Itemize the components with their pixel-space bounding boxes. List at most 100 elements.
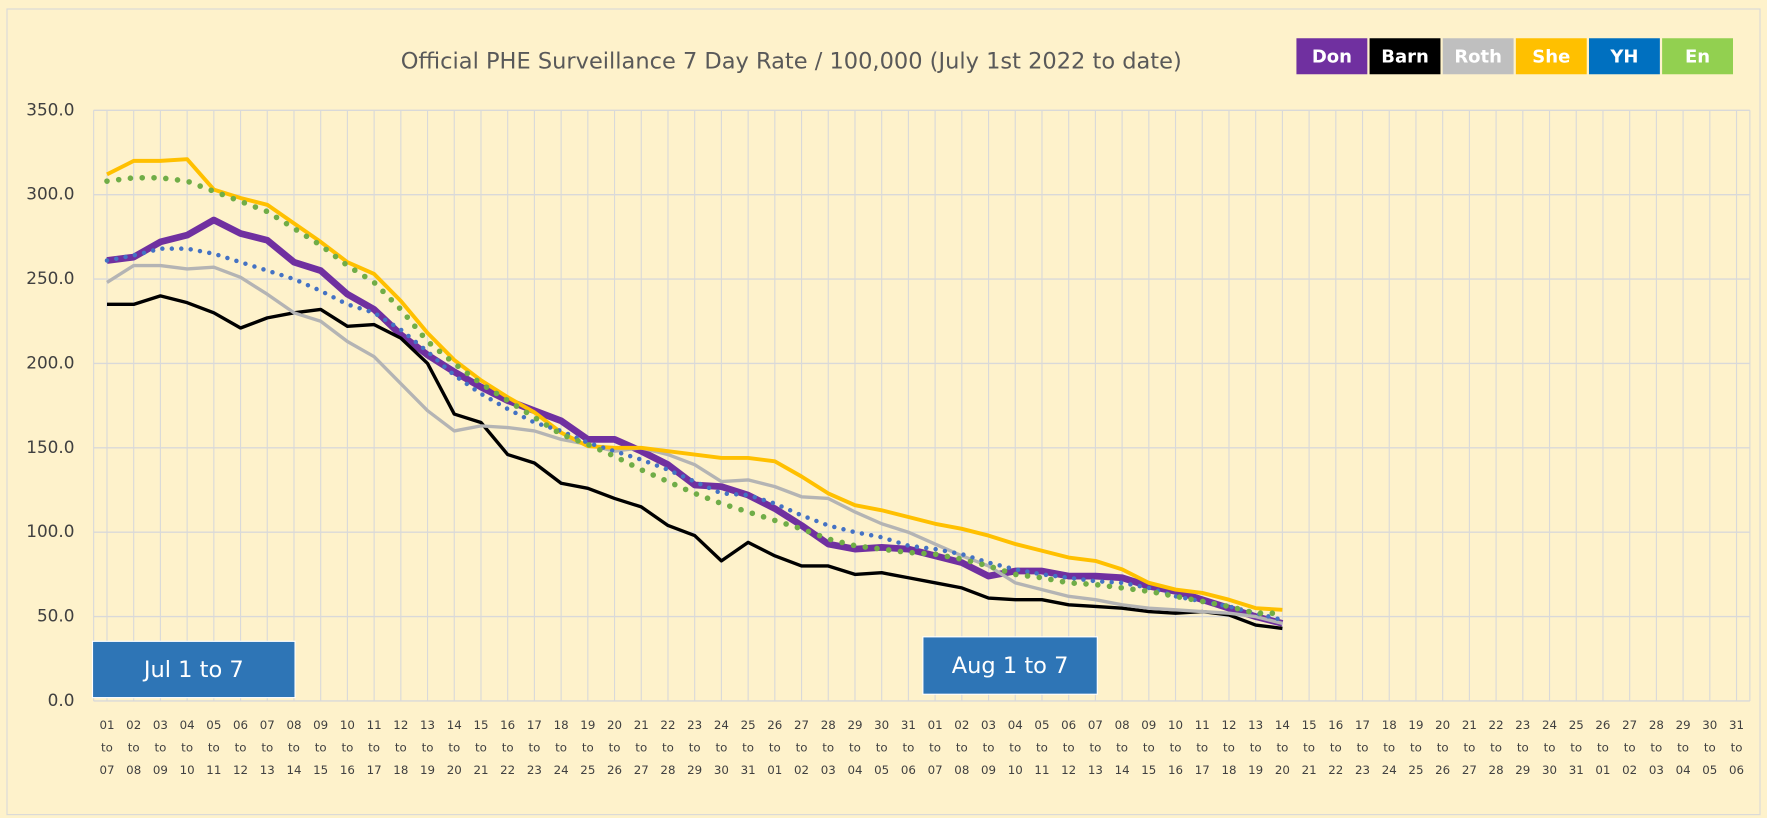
x-label-box: 23 to 29 [687, 718, 703, 778]
x-tick-label: 15 to 21 [473, 718, 489, 778]
x-label-box: 08 to 14 [286, 719, 301, 778]
x-label-box: 14 to 20 [446, 718, 462, 778]
x-tick-label: 29 to 04 [1675, 718, 1691, 778]
y-tick-label: 250.0 [26, 268, 74, 288]
x-tick-label: 15 to 21 [1301, 718, 1317, 778]
x-tick-label: 28 to 03 [820, 718, 836, 778]
x-label-box: 07 to 13 [259, 718, 275, 778]
x-tick-label: 12 to 18 [1221, 718, 1237, 778]
x-tick-label: 01 to 07 [927, 718, 943, 778]
y-tick-label: 50.0 [37, 606, 75, 626]
chart-title: Official PHE Surveillance 7 Day Rate / 1… [401, 48, 1182, 74]
x-label-box: 06 to 12 [1061, 718, 1077, 778]
x-label-box: 11 to 17 [1194, 718, 1210, 778]
legend-label: Don [1312, 46, 1352, 67]
x-label-box: 05 to 11 [1034, 718, 1050, 778]
x-label-box: 15 to 21 [1301, 718, 1317, 778]
x-tick-label: 03 to 09 [152, 718, 168, 778]
x-tick-label: 16 to 22 [500, 718, 516, 778]
x-tick-label: 27 to 02 [1622, 718, 1638, 778]
x-tick-label: 27 to 02 [794, 718, 810, 778]
x-tick-label: 09 to 15 [1141, 718, 1157, 778]
x-tick-label: 25 to 31 [740, 718, 756, 778]
x-label-box: 25 to 31 [1568, 718, 1584, 778]
x-tick-label: 21 to 27 [633, 718, 649, 778]
x-label-box: 29 to 04 [847, 719, 862, 778]
x-tick-label: 06 to 12 [1061, 718, 1077, 778]
x-tick-label: 02 to 08 [954, 718, 970, 778]
legend-swatch [1369, 38, 1441, 75]
x-tick-label: 24 to 30 [1541, 718, 1558, 778]
x-tick-label: 17 to 23 [526, 718, 542, 778]
x-label-box: 21 to 27 [633, 718, 649, 778]
x-tick-label: 30 to 05 [874, 718, 890, 778]
x-label-box: 08 to 14 [1114, 718, 1130, 778]
x-label-box: 04 to 10 [1007, 718, 1023, 778]
x-tick-label: 31 to 06 [900, 718, 916, 778]
x-tick-label: 16 to 22 [1328, 718, 1344, 778]
x-tick-label: 14 to 20 [1274, 718, 1290, 778]
x-tick-label: 26 to 01 [1595, 718, 1611, 778]
y-tick-label: 300.0 [26, 184, 74, 204]
x-label-box: 03 to 09 [981, 719, 996, 778]
x-label-box: 01 to 07 [99, 718, 115, 778]
x-tick-label: 01 to 07 [99, 718, 115, 778]
x-tick-label: 23 to 29 [687, 718, 703, 778]
x-label-box: 31 to 06 [900, 718, 916, 778]
x-tick-label: 14 to 20 [446, 718, 462, 778]
legend-label: En [1685, 46, 1710, 67]
x-label-box: 19 to 25 [580, 719, 595, 778]
x-tick-label: 07 to 13 [1087, 718, 1103, 778]
x-tick-label: 18 to 24 [553, 718, 569, 778]
x-tick-label: 13 to 19 [1248, 718, 1264, 778]
x-label-box: 02 to 08 [954, 718, 970, 778]
legend-label: Roth [1454, 46, 1502, 67]
x-label-box: 03 to 09 [152, 718, 168, 778]
x-tick-label: 20 to 26 [607, 718, 623, 778]
y-tick-label: 100.0 [26, 521, 74, 541]
x-label-box: 24 to 30 [1541, 718, 1558, 778]
x-tick-label: 22 to 28 [660, 718, 676, 778]
x-label-box: 22 to 28 [660, 718, 676, 778]
x-label-box: 29 to 04 [1675, 718, 1691, 778]
x-tick-label: 17 to 23 [1354, 718, 1371, 778]
x-label-box: 26 to 01 [1595, 718, 1611, 778]
series-line [106, 157, 1283, 612]
x-label-box: 17 to 23 [526, 718, 542, 778]
x-tick-label: 11 to 17 [1194, 718, 1210, 778]
x-tick-label: 25 to 31 [1568, 718, 1584, 778]
x-tick-label: 04 to 10 [1007, 718, 1023, 778]
x-tick-label: 10 to 16 [1168, 718, 1184, 778]
x-label-box: 09 to 15 [1141, 718, 1157, 778]
x-label-box: 13 to 19 [1248, 718, 1264, 778]
x-tick-label: 06 to 12 [233, 718, 249, 778]
x-tick-label: 11 to 17 [366, 718, 382, 778]
x-label-box: 30 to 05 [874, 718, 890, 778]
x-label-box: 28 to 03 [820, 718, 836, 778]
x-tick-label: 22 to 28 [1488, 718, 1504, 778]
x-label-box: 31 to 06 [1729, 719, 1744, 778]
x-label-box: 10 to 16 [1168, 718, 1184, 778]
x-tick-label: 09 to 15 [313, 718, 329, 778]
x-tick-label: 07 to 13 [259, 718, 275, 778]
x-label-box: 16 to 22 [1328, 718, 1344, 778]
x-label-box: 11 to 17 [366, 718, 382, 778]
y-tick-label: 350.0 [26, 99, 74, 119]
x-label-box: 12 to 18 [393, 719, 408, 778]
x-tick-label: 23 to 29 [1515, 718, 1531, 778]
x-tick-label: 08 to 14 [1114, 718, 1130, 778]
x-label-box: 25 to 31 [740, 718, 756, 778]
x-tick-label: 02 to 08 [126, 718, 142, 778]
x-label-box: 26 to 01 [767, 719, 782, 778]
x-tick-label: 05 to 11 [1034, 718, 1050, 778]
series-line [104, 174, 1286, 617]
legend-swatch [1662, 38, 1734, 75]
x-label-box: 13 to 19 [420, 719, 435, 778]
x-label-box: 14 to 20 [1274, 718, 1290, 778]
x-label-box: 02 to 08 [126, 718, 142, 778]
x-label-box: 04 to 10 [180, 719, 195, 778]
x-label-box: 15 to 21 [473, 718, 489, 778]
x-label-box: 16 to 22 [500, 718, 516, 778]
